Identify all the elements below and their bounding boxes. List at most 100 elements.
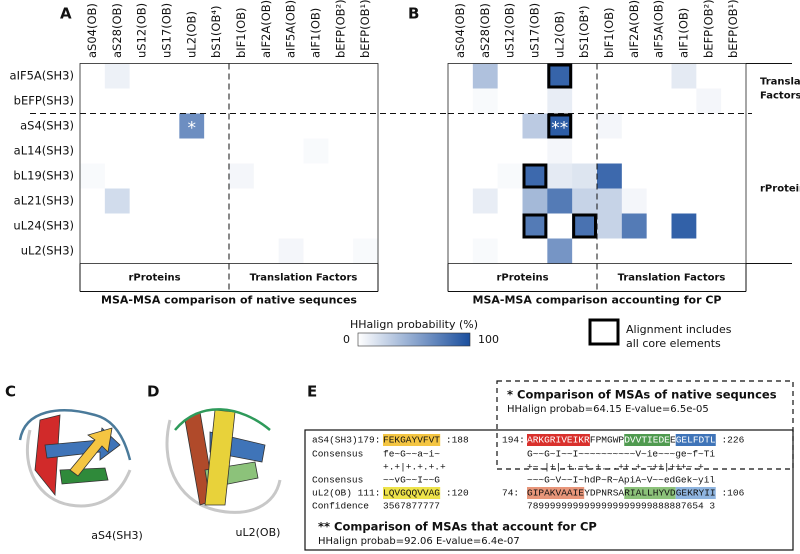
row-group-label: rProteins: [760, 184, 800, 195]
column-label: bIF1(OB): [234, 7, 248, 58]
heatmap-cell: [572, 188, 598, 214]
heatmap-cell: [179, 163, 205, 189]
heatmap-cell: [80, 213, 106, 239]
heatmap-cell: [522, 63, 548, 89]
colorbar-tick-label: 0: [343, 333, 350, 346]
column-label: uS12(OB): [503, 3, 517, 58]
sequence-highlight: [527, 487, 585, 499]
box-legend-label: all core elements: [626, 337, 721, 350]
panel-title: MSA-MSA comparison accounting for CP: [473, 294, 722, 307]
heatmap-cell: [229, 63, 255, 89]
heatmap-cell: [597, 88, 623, 114]
column-label: bS1(OB⁴): [209, 6, 223, 58]
heatmap-cell: [104, 113, 130, 139]
heatmap-cell: [328, 213, 354, 239]
heatmap-cell: [696, 138, 722, 164]
heatmap-cell: [179, 238, 205, 264]
heatmap-cell: [696, 213, 722, 239]
alignment-label: 74:: [502, 488, 519, 499]
heatmap-cell: [353, 163, 379, 189]
heatmap-cell: [104, 163, 130, 189]
heatmap-cell: [80, 188, 106, 214]
heatmap-cell: [671, 163, 697, 189]
heatmap-cell: [472, 213, 498, 239]
heatmap-cell: [154, 88, 180, 114]
colorbar-title: HHalign probability (%): [350, 318, 478, 331]
row-label: aS4(SH3): [20, 119, 74, 133]
cell-annotation: *: [188, 119, 197, 139]
heatmap-cell: [204, 163, 230, 189]
heatmap-cell: [229, 188, 255, 214]
heatmap-cell: [278, 213, 304, 239]
heatmap-cell: [328, 88, 354, 114]
row-label: aIF5A(SH3): [10, 69, 74, 83]
note-stats: HHalign probab=92.06 E-value=6.4e-07: [318, 536, 520, 547]
heatmap-cell: [448, 213, 474, 239]
heatmap-cell: [448, 113, 474, 139]
heatmap-cell: [303, 163, 329, 189]
heatmap-cell: [353, 63, 379, 89]
alignment-sequence: GIPAKVAAIE: [527, 488, 584, 499]
heatmap-cell: [497, 188, 523, 214]
heatmap-cell: [646, 88, 672, 114]
heatmap-cell: [696, 63, 722, 89]
heatmap-cell: [328, 238, 354, 264]
heatmap-cell: [547, 138, 573, 164]
heatmap-cell: [547, 188, 573, 214]
note-stats: HHalign probab=64.15 E-value=6.5e-05: [507, 404, 709, 415]
alignment-sequence: GELFDTL: [676, 435, 716, 446]
heatmap-cell: [253, 63, 279, 89]
heatmap-cell: [353, 88, 379, 114]
heatmap-cell: [497, 238, 523, 264]
heatmap-cell: [671, 63, 697, 89]
heatmap-cell: [129, 138, 155, 164]
heatmap-cell: [154, 238, 180, 264]
colorbar: [357, 332, 471, 347]
column-label: bEFP(OB¹): [726, 0, 740, 58]
heatmap-cell: [104, 238, 130, 264]
heatmap-cell: [646, 238, 672, 264]
column-label: aIF5A(OB): [284, 0, 298, 58]
heatmap-cell: [303, 188, 329, 214]
heatmap-cell: [721, 238, 747, 264]
alignment-sequence: FEKGAYVFVT: [383, 435, 440, 446]
heatmap-cell: [253, 188, 279, 214]
heatmap-cell: [621, 138, 647, 164]
heatmap-cell: [671, 188, 697, 214]
heatmap-cell: [204, 213, 230, 239]
heatmap-cell: [303, 138, 329, 164]
row-label: uL24(SH3): [13, 219, 74, 233]
column-label: aS04(OB): [453, 3, 467, 58]
heatmap-cell: [621, 213, 647, 239]
panel-title: MSA-MSA comparison of native sequnces: [101, 294, 357, 307]
heatmap-cell: [448, 63, 474, 89]
heatmap-cell: [597, 63, 623, 89]
heatmap-cell: [696, 163, 722, 189]
row-group-label: Factors: [760, 91, 800, 102]
heatmap-cell: [253, 88, 279, 114]
heatmap-cell: [696, 88, 722, 114]
heatmap-cell: [721, 88, 747, 114]
alignment-sequence: ARKGRIVEIKR: [527, 435, 590, 446]
row-label: bL19(SH3): [13, 169, 74, 183]
heatmap-cell: [696, 188, 722, 214]
heatmap-cell: [179, 113, 205, 139]
heatmap-cell: [621, 88, 647, 114]
heatmap-cell: [179, 88, 205, 114]
alignment-label: Consensus: [312, 475, 363, 486]
heatmap-cell: [597, 138, 623, 164]
cell-annotation: **: [551, 119, 568, 139]
heatmap-cell: [204, 113, 230, 139]
row-label: aL21(SH3): [14, 194, 74, 208]
heatmap-cell: [253, 213, 279, 239]
column-label: bIF1(OB): [602, 7, 616, 58]
heatmap-cell: [179, 213, 205, 239]
heatmap-cell: [204, 238, 230, 264]
alignment-end: :188: [446, 435, 469, 446]
column-label: aIF2A(OB): [627, 0, 641, 58]
column-label: aS28(OB): [478, 3, 492, 58]
alignment-label: 194:: [502, 435, 525, 446]
heatmap-cell: [278, 63, 304, 89]
heatmap-cell: [497, 113, 523, 139]
